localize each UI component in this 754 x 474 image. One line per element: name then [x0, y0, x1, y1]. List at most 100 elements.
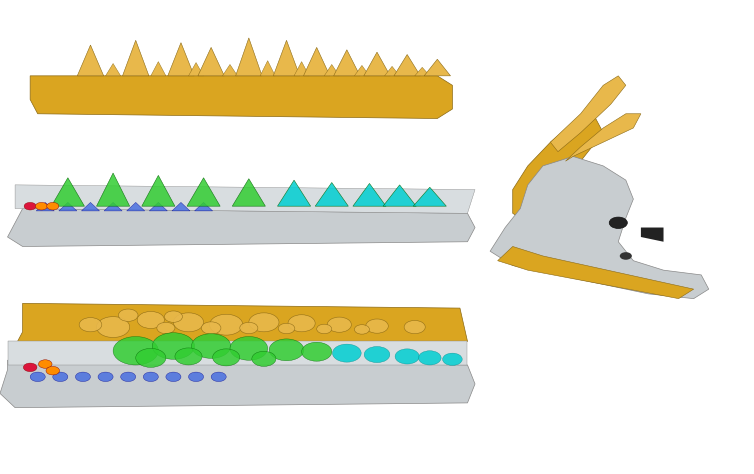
Polygon shape	[498, 246, 694, 299]
Polygon shape	[513, 118, 603, 223]
Polygon shape	[315, 182, 348, 206]
Polygon shape	[277, 180, 311, 206]
Polygon shape	[36, 202, 54, 211]
Polygon shape	[363, 52, 391, 76]
Circle shape	[173, 313, 204, 332]
Polygon shape	[59, 202, 77, 211]
Polygon shape	[424, 59, 450, 76]
Polygon shape	[149, 202, 167, 211]
Circle shape	[609, 217, 627, 228]
Polygon shape	[167, 43, 195, 76]
Circle shape	[211, 372, 226, 382]
Circle shape	[46, 366, 60, 375]
Circle shape	[98, 372, 113, 382]
Polygon shape	[413, 187, 446, 206]
Polygon shape	[188, 63, 204, 76]
Polygon shape	[51, 178, 84, 206]
Circle shape	[38, 360, 52, 368]
Polygon shape	[122, 40, 149, 76]
Circle shape	[137, 311, 164, 328]
Circle shape	[213, 349, 240, 366]
Circle shape	[30, 372, 45, 382]
Circle shape	[366, 319, 388, 333]
Circle shape	[152, 333, 195, 359]
Polygon shape	[273, 40, 300, 76]
Polygon shape	[127, 202, 145, 211]
Polygon shape	[415, 67, 430, 76]
Circle shape	[157, 322, 175, 334]
Circle shape	[24, 202, 36, 210]
Circle shape	[364, 346, 390, 363]
Polygon shape	[353, 183, 386, 206]
Circle shape	[210, 314, 243, 335]
Polygon shape	[104, 202, 122, 211]
Polygon shape	[97, 173, 130, 206]
Polygon shape	[260, 61, 275, 76]
Polygon shape	[354, 65, 369, 76]
Circle shape	[354, 325, 369, 334]
Polygon shape	[394, 55, 421, 76]
Polygon shape	[195, 202, 213, 211]
Circle shape	[327, 317, 351, 332]
Circle shape	[230, 337, 268, 360]
Polygon shape	[187, 178, 220, 206]
Polygon shape	[15, 185, 475, 213]
Polygon shape	[8, 341, 467, 365]
Circle shape	[317, 324, 332, 334]
Polygon shape	[383, 185, 416, 206]
Polygon shape	[15, 303, 467, 356]
Circle shape	[395, 349, 419, 364]
Polygon shape	[333, 50, 360, 76]
Polygon shape	[198, 47, 225, 76]
Circle shape	[79, 318, 102, 332]
Polygon shape	[106, 64, 121, 76]
Polygon shape	[566, 114, 641, 161]
Circle shape	[175, 348, 202, 365]
Polygon shape	[303, 47, 330, 76]
Polygon shape	[151, 62, 166, 76]
Polygon shape	[81, 202, 100, 211]
Circle shape	[201, 322, 221, 334]
Circle shape	[166, 372, 181, 382]
Polygon shape	[294, 62, 309, 76]
Circle shape	[164, 311, 182, 322]
Circle shape	[249, 313, 279, 332]
Polygon shape	[172, 202, 190, 211]
Circle shape	[188, 372, 204, 382]
Circle shape	[288, 315, 315, 332]
Polygon shape	[0, 360, 475, 408]
Circle shape	[269, 339, 304, 361]
Polygon shape	[235, 38, 262, 76]
Circle shape	[53, 372, 68, 382]
Circle shape	[143, 372, 158, 382]
Polygon shape	[641, 228, 664, 242]
Circle shape	[75, 372, 90, 382]
Circle shape	[443, 353, 462, 365]
Circle shape	[418, 351, 441, 365]
Polygon shape	[8, 209, 475, 246]
Circle shape	[97, 317, 130, 337]
Polygon shape	[222, 64, 238, 76]
Polygon shape	[550, 76, 626, 152]
Polygon shape	[30, 76, 452, 118]
Polygon shape	[490, 156, 709, 299]
Circle shape	[47, 202, 59, 210]
Circle shape	[404, 320, 425, 334]
Circle shape	[35, 202, 48, 210]
Circle shape	[136, 348, 166, 367]
Circle shape	[278, 323, 295, 334]
Circle shape	[252, 351, 276, 366]
Circle shape	[121, 372, 136, 382]
Polygon shape	[385, 66, 400, 76]
Circle shape	[113, 337, 158, 365]
Circle shape	[118, 309, 138, 321]
Circle shape	[302, 342, 332, 361]
Circle shape	[192, 334, 231, 358]
Polygon shape	[77, 45, 103, 76]
Polygon shape	[232, 179, 265, 206]
Polygon shape	[142, 175, 175, 206]
Circle shape	[240, 322, 258, 334]
Circle shape	[333, 344, 361, 362]
Circle shape	[620, 252, 632, 260]
Polygon shape	[324, 64, 339, 76]
